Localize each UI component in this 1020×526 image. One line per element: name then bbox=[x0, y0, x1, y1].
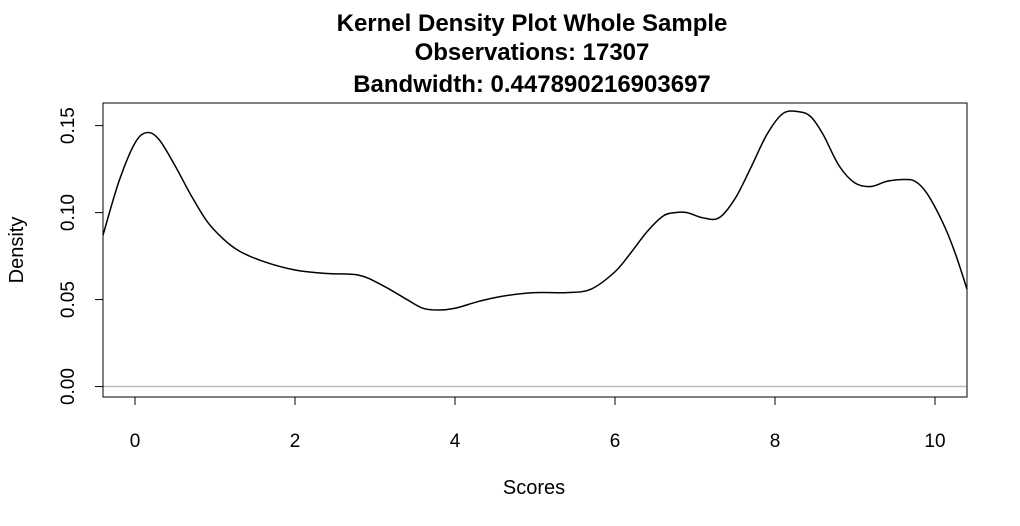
x-tick-label: 10 bbox=[924, 431, 945, 452]
x-tick-label: 4 bbox=[450, 431, 461, 452]
chart-title-line-3: Bandwidth: 0.447890216903697 bbox=[353, 71, 711, 98]
chart-title-line-1: Kernel Density Plot Whole Sample bbox=[337, 10, 728, 37]
chart-title-line-2: Observations: 17307 bbox=[415, 39, 650, 66]
x-tick-label: 0 bbox=[130, 431, 141, 452]
y-axis-label: Density bbox=[6, 217, 28, 284]
x-tick-label: 6 bbox=[610, 431, 621, 452]
y-tick-label: 0.10 bbox=[58, 194, 79, 231]
y-tick-label: 0.05 bbox=[58, 281, 79, 318]
x-axis: 0 2 4 6 8 10 bbox=[130, 397, 946, 452]
y-axis: 0.00 0.05 0.10 0.15 bbox=[58, 107, 103, 405]
density-curve bbox=[102, 110, 968, 311]
x-tick-label: 2 bbox=[290, 431, 301, 452]
x-axis-label: Scores bbox=[503, 477, 565, 499]
plot-frame bbox=[102, 102, 968, 398]
y-tick-label: 0.15 bbox=[58, 107, 79, 144]
y-tick-label: 0.00 bbox=[58, 368, 79, 405]
x-tick-label: 8 bbox=[770, 431, 781, 452]
